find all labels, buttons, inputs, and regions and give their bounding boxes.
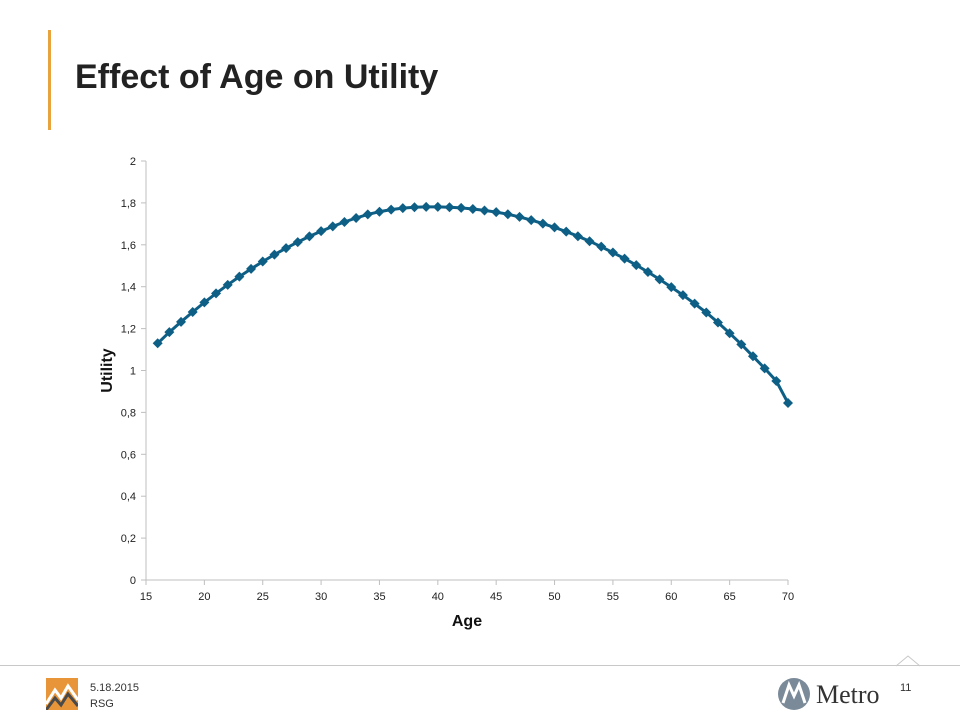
metro-brand-text: Metro <box>816 680 880 709</box>
y-tick-label: 1,6 <box>121 240 136 252</box>
y-tick-label: 0,8 <box>121 407 136 419</box>
data-point-marker <box>759 363 770 374</box>
data-point-marker <box>526 215 537 226</box>
data-point-marker <box>771 375 782 386</box>
data-point-marker <box>257 256 268 267</box>
data-point-marker <box>187 307 198 318</box>
data-point-marker <box>467 203 478 214</box>
y-tick-label: 0,4 <box>121 491 136 503</box>
x-axis-title: Age <box>452 613 482 630</box>
data-point-marker <box>222 279 233 290</box>
data-point-marker <box>211 288 222 299</box>
data-point-marker <box>397 203 408 214</box>
y-tick-label: 0 <box>130 575 136 587</box>
data-point-marker <box>479 205 490 216</box>
y-axis-title: Utility <box>99 348 116 393</box>
data-point-marker <box>234 271 245 282</box>
y-tick-label: 1,8 <box>121 198 136 210</box>
data-point-marker <box>783 397 793 408</box>
metro-m-logo-icon <box>778 678 810 710</box>
x-tick-label: 15 <box>140 591 152 603</box>
data-point-marker <box>502 209 513 220</box>
y-tick-label: 1,2 <box>121 324 136 336</box>
data-point-marker <box>281 243 292 254</box>
data-point-marker <box>421 201 432 212</box>
data-point-marker <box>199 297 210 308</box>
data-point-marker <box>176 316 187 327</box>
y-tick-label: 0,6 <box>121 449 136 461</box>
x-tick-label: 60 <box>665 591 677 603</box>
x-tick-label: 55 <box>607 591 619 603</box>
footer-date: 5.18.2015 <box>90 682 139 694</box>
data-point-marker <box>736 339 747 350</box>
data-point-marker <box>549 222 560 233</box>
x-tick-label: 35 <box>373 591 385 603</box>
y-tick-label: 0,2 <box>121 533 136 545</box>
data-point-marker <box>642 267 653 278</box>
data-point-marker <box>362 209 373 220</box>
x-tick-label: 45 <box>490 591 502 603</box>
x-tick-label: 50 <box>548 591 560 603</box>
data-point-marker <box>246 263 257 274</box>
data-point-marker <box>316 226 327 237</box>
data-point-marker <box>152 338 163 349</box>
data-point-marker <box>444 202 455 213</box>
y-tick-label: 1 <box>130 366 136 378</box>
data-point-marker <box>456 202 467 213</box>
data-point-marker <box>654 274 665 285</box>
x-tick-label: 25 <box>257 591 269 603</box>
data-point-marker <box>607 247 618 258</box>
data-point-marker <box>701 307 712 318</box>
data-point-marker <box>677 290 688 301</box>
x-tick-label: 40 <box>432 591 444 603</box>
data-point-marker <box>292 237 303 248</box>
data-point-marker <box>561 226 572 237</box>
data-point-marker <box>666 282 677 293</box>
title-accent-bar <box>48 30 51 130</box>
data-point-marker <box>269 249 280 260</box>
data-point-marker <box>712 317 723 328</box>
data-point-marker <box>537 218 548 229</box>
data-point-marker <box>596 241 607 252</box>
data-point-marker <box>631 260 642 271</box>
footer-org: RSG <box>90 698 114 710</box>
data-point-marker <box>689 298 700 309</box>
data-point-marker <box>374 206 385 217</box>
data-point-marker <box>164 327 175 338</box>
y-tick-label: 1,4 <box>121 282 136 294</box>
x-tick-label: 30 <box>315 591 327 603</box>
data-point-marker <box>584 236 595 247</box>
data-point-marker <box>724 328 735 339</box>
y-tick-label: 2 <box>130 156 136 168</box>
data-point-marker <box>351 212 362 223</box>
data-point-marker <box>747 351 758 362</box>
data-point-marker <box>619 253 630 264</box>
series-layer <box>152 201 793 408</box>
data-point-marker <box>491 207 502 218</box>
data-point-marker <box>304 231 315 242</box>
data-point-marker <box>514 211 525 222</box>
footer-caret-icon <box>896 655 920 667</box>
footer-divider <box>0 665 960 666</box>
x-tick-label: 20 <box>198 591 210 603</box>
x-tick-label: 65 <box>724 591 736 603</box>
data-point-marker <box>432 201 443 212</box>
chart-axes: 0 0,2 0,4 0,6 0,8 1 1,2 1,4 1,6 1,8 2 15 20 25 30 35 40 4… <box>121 156 794 603</box>
data-point-marker <box>572 231 583 242</box>
data-point-marker <box>386 204 397 215</box>
page-number: 11 <box>900 682 912 694</box>
rsg-mountain-logo-icon <box>46 678 78 710</box>
x-tick-label: 70 <box>782 591 794 603</box>
data-point-marker <box>327 221 338 232</box>
data-point-marker <box>339 216 350 227</box>
slide-title: Effect of Age on Utility <box>75 58 439 96</box>
data-point-marker <box>409 202 420 213</box>
